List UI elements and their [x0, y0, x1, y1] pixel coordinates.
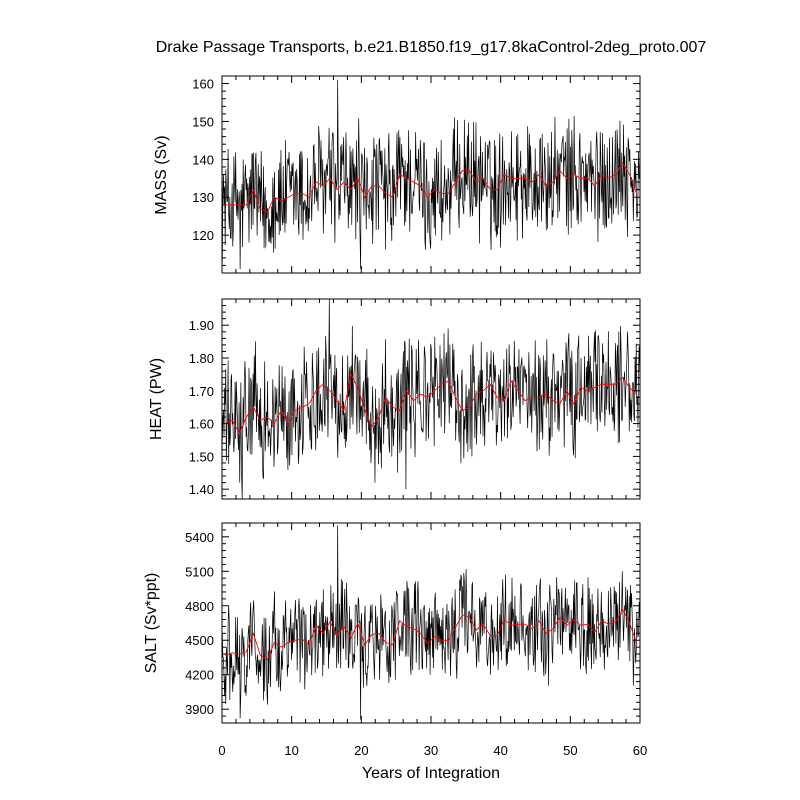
y-tick-label: 140 — [192, 152, 214, 167]
y-tick-label: 1.60 — [189, 417, 214, 432]
panel-heat-ylabel: HEAT (PW) — [148, 358, 165, 440]
y-tick-label: 1.40 — [189, 482, 214, 497]
x-tick-label: 60 — [633, 743, 647, 758]
monthly-series-line — [221, 525, 641, 720]
y-tick-label: 4800 — [185, 599, 214, 614]
x-tick-label: 0 — [218, 743, 225, 758]
x-tick-label: 50 — [563, 743, 577, 758]
panel-heat: HEAT (PW) 1.40 1.50 1.60 1.70 1.80 1.90 — [148, 298, 641, 500]
x-tick-label: 20 — [354, 743, 368, 758]
panel-heat-series — [221, 298, 641, 500]
panel-mass-ylabel: MASS (Sv) — [153, 135, 170, 214]
y-tick-label: 3900 — [185, 702, 214, 717]
panel-salt-series — [221, 525, 641, 720]
x-tick-label: 30 — [424, 743, 438, 758]
x-tick-label: 10 — [284, 743, 298, 758]
x-axis-label: Years of Integration — [362, 765, 500, 782]
panel-salt-ticks: 3900 4200 4500 4800 5100 5400 — [185, 522, 641, 724]
y-tick-label: 4200 — [185, 668, 214, 683]
y-tick-label: 150 — [192, 114, 214, 129]
y-tick-label: 1.80 — [189, 351, 214, 366]
y-tick-label: 1.90 — [189, 318, 214, 333]
y-tick-label: 5100 — [185, 564, 214, 579]
y-tick-label: 4500 — [185, 633, 214, 648]
y-tick-label: 160 — [192, 77, 214, 92]
panel-mass: MASS (Sv) 120 130 140 150 160 — [153, 75, 641, 274]
annual-series-line — [225, 608, 637, 661]
annual-series-line — [225, 373, 637, 435]
panel-salt: SALT (Sv*ppt) 3900 4200 4500 4800 5100 5400 — [143, 522, 641, 724]
y-tick-label: 1.50 — [189, 449, 214, 464]
y-tick-label: 120 — [192, 228, 214, 243]
panel-mass-series — [221, 79, 640, 270]
chart-title: Drake Passage Transports, b.e21.B1850.f1… — [156, 39, 707, 56]
monthly-series-line — [221, 298, 641, 500]
y-tick-label: 1.70 — [189, 384, 214, 399]
monthly-series-line — [221, 79, 640, 270]
x-axis: 0 10 20 30 40 50 60 — [218, 743, 647, 758]
x-tick-label: 40 — [493, 743, 507, 758]
panel-salt-ylabel: SALT (Sv*ppt) — [143, 573, 160, 674]
annual-series-line — [225, 162, 637, 214]
y-tick-label: 130 — [192, 190, 214, 205]
y-tick-label: 5400 — [185, 530, 214, 545]
